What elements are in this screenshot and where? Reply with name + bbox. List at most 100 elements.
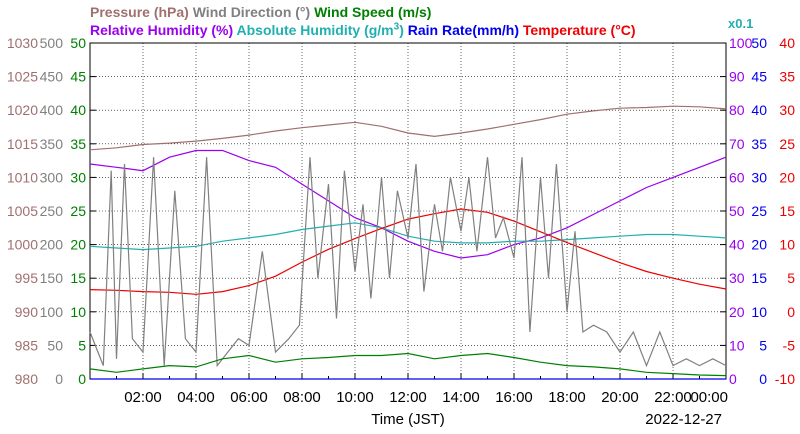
y-tick-label-wind-direction: 350: [40, 136, 64, 152]
series-line-relative-humidity: [89, 149, 727, 259]
y-tick-label-wind-direction: 200: [40, 237, 64, 253]
y-tick-label-wind-direction: 50: [47, 337, 63, 353]
x-tick-label: 16:00: [495, 389, 533, 406]
y-tick-label-rain-rate: 5: [759, 337, 767, 353]
x-tick-label: 20:00: [601, 389, 639, 406]
y-tick-label-wind-speed: 50: [70, 35, 86, 51]
y-tick-label-wind-direction: 0: [55, 371, 63, 387]
x-tick-label: 08:00: [283, 389, 321, 406]
y-tick-label-rain-rate: 25: [751, 203, 767, 219]
y-tick-label-wind-speed: 10: [70, 304, 86, 320]
y-tick-label-relative-humidity: 80: [729, 102, 745, 118]
x-tick-label: 18:00: [548, 389, 586, 406]
y-tick-label-relative-humidity: 40: [729, 237, 745, 253]
y-tick-label-rain-rate: 35: [751, 136, 767, 152]
y-tick-label-rain-rate: 30: [751, 169, 767, 185]
y-tick-label-pressure: 1030: [7, 35, 38, 51]
y-tick-label-temperature: 5: [787, 270, 795, 286]
y-tick-label-temperature: 30: [779, 102, 795, 118]
y-tick-label-pressure: 1025: [7, 69, 38, 85]
legend-relative-humidity: Relative Humidity (%): [90, 22, 234, 38]
y-tick-label-pressure: 985: [15, 337, 39, 353]
series-line-pressure-hpa: [89, 105, 727, 151]
x-axis-ticks: 02:00 04:00 06:00 08:00 10:00 12:00 14:00 16:00…: [89, 373, 728, 406]
y-tick-label-temperature: 10: [779, 237, 795, 253]
y-tick-label-pressure: 1015: [7, 136, 38, 152]
legend-line-2: Relative Humidity (%) Absolute Humidity …: [90, 22, 636, 38]
legend-wind-speed: Wind Speed (m/s): [314, 4, 432, 20]
y-tick-label-relative-humidity: 10: [729, 337, 745, 353]
y-tick-label-relative-humidity: 90: [729, 69, 745, 85]
legend-rain-rate: Rain Rate(mm/h): [407, 22, 519, 38]
y-tick-label-temperature: 20: [779, 169, 795, 185]
series-line-wind-speed-m-s: [89, 352, 727, 377]
y-tick-label-pressure: 1010: [7, 169, 38, 185]
x-tick-label: 22:00: [654, 389, 692, 406]
y-tick-label-pressure: 1000: [7, 237, 38, 253]
chart-grid: [90, 43, 726, 379]
y-tick-label-temperature: 15: [779, 203, 795, 219]
y-tick-label-relative-humidity: 70: [729, 136, 745, 152]
y-tick-label-wind-direction: 250: [40, 203, 64, 219]
legend-line-1: Pressure (hPa) Wind Direction (°) Wind S…: [90, 4, 431, 20]
y-tick-label-wind-speed: 40: [70, 102, 86, 118]
date-label: 2022-12-27: [645, 411, 722, 428]
y-tick-label-wind-direction: 100: [40, 304, 64, 320]
y-tick-label-wind-speed: 20: [70, 237, 86, 253]
legend-wind-direction: Wind Direction (°): [192, 4, 311, 20]
y-tick-label-rain-rate: 45: [751, 69, 767, 85]
y-tick-label-rain-rate: 50: [751, 35, 767, 51]
y-tick-label-wind-speed: 15: [70, 270, 86, 286]
y-tick-label-rain-rate: 40: [751, 102, 767, 118]
y-tick-label-wind-speed: 0: [78, 371, 86, 387]
x-tick-label: 04:00: [177, 389, 215, 406]
x-tick-label: 06:00: [230, 389, 268, 406]
y-tick-label-wind-direction: 150: [40, 270, 64, 286]
y-tick-label-wind-direction: 300: [40, 169, 64, 185]
x-tick-label: 02:00: [124, 389, 162, 406]
y-tick-label-wind-speed: 25: [70, 203, 86, 219]
x-tick-label: 00:00: [690, 389, 728, 406]
y-tick-label-rain-rate: 0: [759, 371, 767, 387]
y-tick-label-rain-rate: 10: [751, 304, 767, 320]
legend-absolute-humidity: Absolute Humidity (g/m3): [236, 21, 404, 38]
y-tick-label-temperature: -5: [783, 337, 796, 353]
y-tick-label-relative-humidity: 50: [729, 203, 745, 219]
y-axis-ticks: 9809859909951000100510101015102010251030…: [7, 35, 795, 387]
y-tick-label-temperature: 0: [787, 304, 795, 320]
y-tick-label-rain-rate: 20: [751, 237, 767, 253]
y-tick-label-relative-humidity: 100: [729, 35, 753, 51]
y-tick-label-rain-rate: 15: [751, 270, 767, 286]
series-line-wind-direction: [89, 157, 727, 368]
x-axis-label: Time (JST): [371, 411, 445, 428]
y-tick-label-pressure: 995: [15, 270, 39, 286]
y-tick-label-pressure: 990: [15, 304, 39, 320]
y-tick-label-pressure: 1005: [7, 203, 38, 219]
y-tick-label-wind-direction: 500: [40, 35, 64, 51]
y-tick-label-relative-humidity: 0: [729, 371, 737, 387]
y-tick-label-relative-humidity: 20: [729, 304, 745, 320]
x-tick-label: 10:00: [336, 389, 374, 406]
y-tick-label-wind-speed: 35: [70, 136, 86, 152]
y-tick-label-wind-direction: 400: [40, 102, 64, 118]
y-tick-label-temperature: 25: [779, 136, 795, 152]
y-tick-label-pressure: 980: [15, 371, 39, 387]
x-tick-label: 12:00: [389, 389, 427, 406]
chart-series: [89, 105, 727, 380]
series-line-temperature-c: [89, 208, 727, 295]
y-tick-label-temperature: -10: [775, 371, 795, 387]
y-tick-label-relative-humidity: 30: [729, 270, 745, 286]
y-tick-label-wind-speed: 5: [78, 337, 86, 353]
y-tick-label-temperature: 35: [779, 69, 795, 85]
x-tick-label: 14:00: [442, 389, 480, 406]
y-tick-label-wind-speed: 30: [70, 169, 86, 185]
y-tick-label-pressure: 1020: [7, 102, 38, 118]
y-tick-label-wind-speed: 45: [70, 69, 86, 85]
legend-multiplier: x0.1: [728, 16, 754, 31]
legend-pressure: Pressure (hPa): [90, 4, 189, 20]
y-tick-label-relative-humidity: 60: [729, 169, 745, 185]
y-tick-label-temperature: 40: [779, 35, 795, 51]
y-tick-label-wind-direction: 450: [40, 69, 64, 85]
legend-temperature: Temperature (°C): [522, 22, 636, 38]
